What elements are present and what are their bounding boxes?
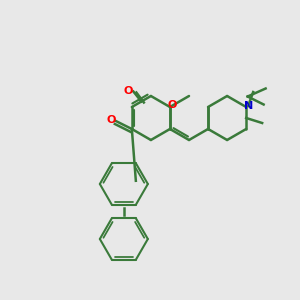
Text: O: O (167, 100, 177, 110)
Text: O: O (124, 85, 133, 95)
Text: N: N (244, 101, 253, 111)
Text: O: O (106, 115, 116, 125)
